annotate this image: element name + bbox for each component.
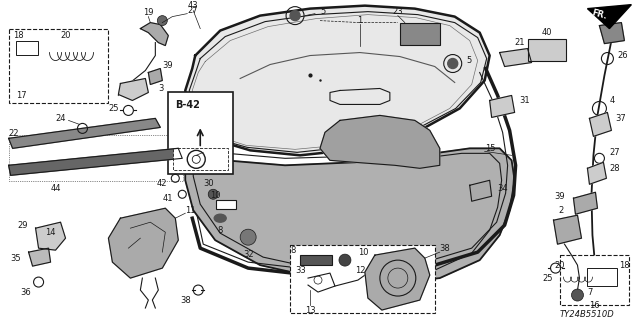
Text: 42: 42: [157, 179, 168, 188]
Text: 34: 34: [498, 184, 508, 193]
Text: 16: 16: [589, 300, 600, 309]
Text: 12: 12: [355, 266, 365, 275]
Text: 5: 5: [320, 7, 325, 16]
Polygon shape: [140, 23, 168, 45]
Ellipse shape: [214, 214, 226, 222]
Polygon shape: [600, 23, 625, 44]
Text: 18: 18: [620, 260, 630, 270]
Circle shape: [240, 229, 256, 245]
Text: 23: 23: [392, 7, 403, 16]
Text: 7: 7: [588, 288, 593, 297]
Text: 35: 35: [10, 254, 20, 263]
Text: 31: 31: [520, 96, 530, 105]
Text: 33: 33: [295, 266, 306, 275]
Text: 22: 22: [8, 129, 19, 138]
Polygon shape: [573, 192, 597, 214]
Circle shape: [339, 254, 351, 266]
Polygon shape: [589, 112, 611, 136]
FancyBboxPatch shape: [300, 255, 332, 265]
Text: 41: 41: [163, 194, 173, 203]
Text: 10: 10: [358, 248, 369, 257]
Text: 21: 21: [515, 38, 525, 47]
FancyBboxPatch shape: [168, 92, 233, 174]
FancyBboxPatch shape: [400, 23, 440, 44]
Polygon shape: [320, 116, 440, 168]
Text: 14: 14: [45, 228, 56, 237]
Text: 27: 27: [609, 148, 620, 157]
FancyBboxPatch shape: [15, 41, 38, 54]
Text: 39: 39: [163, 61, 173, 70]
Text: 32: 32: [243, 250, 253, 259]
Circle shape: [448, 59, 458, 68]
Text: 25: 25: [108, 104, 118, 113]
Circle shape: [208, 189, 218, 199]
Polygon shape: [108, 208, 179, 278]
Text: 20: 20: [60, 31, 71, 40]
Text: 27: 27: [188, 6, 198, 15]
Polygon shape: [148, 68, 163, 84]
Text: 39: 39: [554, 192, 564, 201]
Text: 2: 2: [559, 206, 564, 215]
Text: 3: 3: [158, 84, 164, 93]
Polygon shape: [554, 215, 582, 244]
Text: 25: 25: [542, 274, 553, 283]
Text: 38: 38: [180, 296, 191, 305]
Text: FR.: FR.: [591, 8, 608, 21]
Text: TY24B5510D: TY24B5510D: [559, 309, 614, 318]
Text: 19: 19: [143, 8, 154, 17]
FancyBboxPatch shape: [173, 148, 228, 170]
FancyBboxPatch shape: [8, 28, 108, 103]
Text: 29: 29: [17, 221, 28, 230]
FancyBboxPatch shape: [216, 200, 236, 209]
Polygon shape: [29, 248, 51, 266]
Text: 17: 17: [15, 91, 26, 100]
Polygon shape: [490, 95, 515, 117]
Text: 1: 1: [357, 16, 362, 25]
Circle shape: [157, 16, 167, 26]
Circle shape: [290, 11, 300, 20]
Circle shape: [572, 289, 584, 301]
Text: 8: 8: [218, 226, 223, 235]
Text: 30: 30: [203, 179, 214, 188]
Text: 26: 26: [618, 51, 628, 60]
Text: 44: 44: [51, 184, 61, 193]
Polygon shape: [8, 148, 182, 175]
Polygon shape: [500, 49, 532, 67]
Polygon shape: [470, 180, 492, 201]
Text: 38: 38: [440, 244, 451, 253]
Text: B-42: B-42: [175, 100, 200, 110]
Polygon shape: [588, 5, 632, 28]
Polygon shape: [118, 78, 148, 100]
Text: 28: 28: [609, 164, 620, 173]
Text: 5: 5: [467, 56, 472, 65]
Text: 43: 43: [188, 1, 198, 10]
Text: 20: 20: [554, 260, 564, 270]
Text: 11: 11: [185, 206, 196, 215]
Polygon shape: [185, 6, 490, 155]
Text: 15: 15: [484, 144, 495, 153]
FancyBboxPatch shape: [290, 245, 435, 313]
Polygon shape: [365, 248, 430, 310]
Text: 10: 10: [210, 191, 220, 200]
Text: 40: 40: [541, 28, 552, 37]
Polygon shape: [185, 148, 515, 285]
FancyBboxPatch shape: [588, 268, 618, 286]
Text: 24: 24: [55, 114, 66, 123]
Text: 8: 8: [291, 246, 296, 255]
Text: 6: 6: [605, 10, 610, 19]
FancyBboxPatch shape: [527, 39, 566, 60]
Text: 18: 18: [13, 31, 23, 40]
Text: 37: 37: [616, 114, 626, 123]
Text: 4: 4: [609, 96, 614, 105]
Polygon shape: [36, 222, 65, 250]
FancyBboxPatch shape: [559, 255, 629, 305]
Polygon shape: [8, 118, 161, 148]
Text: 13: 13: [305, 306, 316, 315]
Polygon shape: [588, 162, 607, 184]
Text: 36: 36: [20, 288, 31, 297]
